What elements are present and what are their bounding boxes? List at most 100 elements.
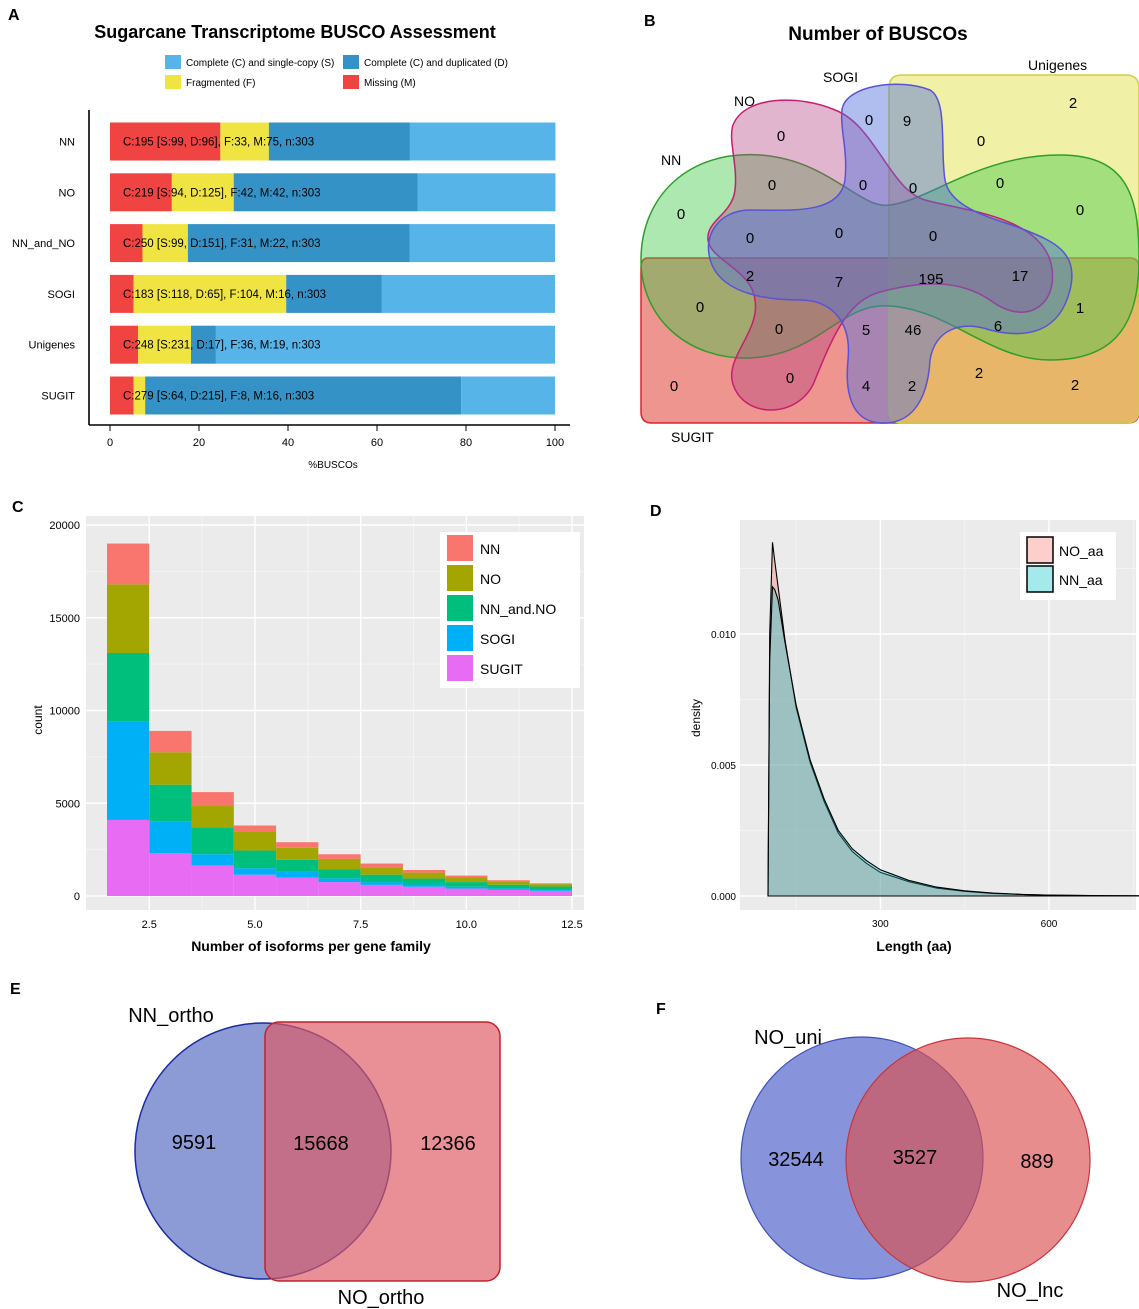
histogram-bar [445, 882, 488, 887]
venn2f-value-both: 3527 [893, 1147, 938, 1169]
histogram-bar [318, 858, 361, 870]
bar-segment [461, 376, 555, 415]
venn5-region-value: 7 [835, 274, 843, 291]
y-tick-label: 5000 [56, 798, 80, 810]
histogram-bar [276, 871, 319, 878]
histogram-bar [360, 884, 403, 896]
legend-swatch [447, 655, 473, 681]
legend-label: NO [480, 571, 501, 587]
histogram-bar [402, 870, 446, 873]
venn5-region-value: 9 [903, 113, 911, 130]
bar-segment [268, 122, 410, 161]
histogram-bar [529, 890, 572, 896]
histogram-bar [529, 884, 572, 887]
venn-set-nn [640, 153, 1139, 361]
histogram-bar [445, 877, 488, 883]
venn2e-label-b: NO_ortho [338, 1287, 425, 1309]
chart-c-legend: NN NO NN_and.NO SOGI SUGIT [440, 532, 580, 688]
venn5-region-value: 0 [696, 299, 704, 316]
bar-segment [187, 224, 410, 263]
venn-set-unigenes [888, 74, 1139, 424]
venn2f-label-a: NO_uni [754, 1027, 822, 1049]
venn5-region-value: 0 [786, 370, 794, 387]
bar-segment [409, 122, 556, 161]
venn5-region-value: 0 [746, 230, 754, 247]
panel-b: B Number of BUSCOs NN NO SOGI Unigenes S… [640, 13, 1139, 445]
x-tick-label: 7.5 [353, 919, 368, 931]
bar-segment [110, 274, 134, 313]
bar-segment [409, 224, 555, 263]
histogram-bar [402, 872, 446, 879]
bar-segment [215, 325, 555, 364]
legend-label: NN [480, 541, 500, 557]
bar-segment [190, 325, 216, 364]
bar-segment [286, 274, 382, 313]
histogram-bar [233, 832, 277, 851]
histogram-bar [107, 584, 150, 653]
venn5-label-unigenes: Unigenes [1028, 57, 1087, 73]
venn5-region-value: 0 [670, 378, 678, 395]
bar-segment [110, 122, 221, 161]
x-axis-label: %BUSCOs [308, 460, 357, 471]
y-tick-label: 0 [74, 891, 80, 903]
y-tick-label: 0.000 [711, 892, 736, 903]
category-label: NO [59, 187, 76, 199]
legend-swatch-missing [343, 75, 359, 89]
bar-segment [110, 325, 139, 364]
histogram-bar [149, 752, 192, 785]
y-tick-label: 10000 [49, 706, 80, 718]
bar-segment [142, 224, 188, 263]
venn2f-value-only-b: 889 [1020, 1151, 1053, 1173]
bar-segment [110, 224, 143, 263]
chart-d-xlabel: Length (aa) [876, 938, 951, 954]
panel-d: D 0.000 0.005 0.010 300 600 Length (aa) dens… [650, 503, 1139, 954]
legend-label-single: Complete (C) and single-copy (S) [186, 58, 334, 69]
legend-label: NN_and.NO [480, 601, 556, 617]
histogram-bar [402, 878, 446, 885]
bar-segment [110, 173, 172, 212]
panel-f: F NO_uni NO_lnc 32544 3527 889 [656, 1001, 1091, 1302]
venn2f-value-only-a: 32544 [768, 1149, 824, 1171]
bar-segment [110, 376, 134, 415]
panel-label-d: D [650, 503, 662, 520]
histogram-bar [360, 874, 403, 883]
venn2e-value-only-a: 9591 [172, 1132, 217, 1154]
x-tick-label: 5.0 [247, 919, 262, 931]
histogram-bar [276, 842, 319, 848]
panel-e: E NN_ortho NO_ortho 9591 15668 12366 [10, 981, 501, 1309]
histogram-bar [445, 875, 488, 878]
y-tick-label: 0.005 [711, 761, 736, 772]
histogram-bar [191, 865, 234, 896]
venn5-region-value: 0 [1076, 202, 1084, 219]
venn5-region-value: 0 [996, 175, 1004, 192]
venn5-region-value: 0 [777, 128, 785, 145]
venn5-region-value: 6 [994, 318, 1002, 335]
bar-label: C:195 [S:99, D:96], F:33, M:75, n:303 [123, 137, 314, 149]
histogram-bar [149, 821, 192, 854]
histogram-bar [233, 825, 277, 833]
x-tick-label: 20 [193, 437, 205, 449]
histogram-bar [360, 882, 403, 885]
bar-label: C:248 [S:231, D:17], F:36, M:19, n:303 [123, 340, 321, 352]
histogram-bar [529, 886, 572, 890]
legend-swatch-no-aa [1026, 536, 1054, 564]
category-label: NN [59, 137, 75, 149]
x-tick-label: 0 [107, 437, 113, 449]
venn5-label-nn: NN [661, 152, 681, 168]
bar-label: C:219 [S:94, D:125], F:42, M:42, n:303 [123, 187, 321, 199]
x-tick-label: 12.5 [561, 919, 582, 931]
x-tick-label: 60 [371, 437, 383, 449]
legend-swatch [447, 535, 473, 561]
venn5-region-value: 0 [859, 177, 867, 194]
venn5-set-labels: NN NO SOGI Unigenes SUGIT [661, 57, 1087, 445]
venn5-region-value: 2 [975, 365, 983, 382]
bar-segment [138, 325, 191, 364]
x-tick-label: 600 [1041, 919, 1058, 930]
legend-swatch [447, 625, 473, 651]
bar-segment [171, 173, 234, 212]
histogram-bar [233, 874, 277, 896]
venn5-region-value: 46 [905, 322, 922, 339]
x-tick-label: 80 [460, 437, 472, 449]
histogram-bar [276, 859, 319, 872]
legend-swatch-duplicated [343, 55, 359, 69]
